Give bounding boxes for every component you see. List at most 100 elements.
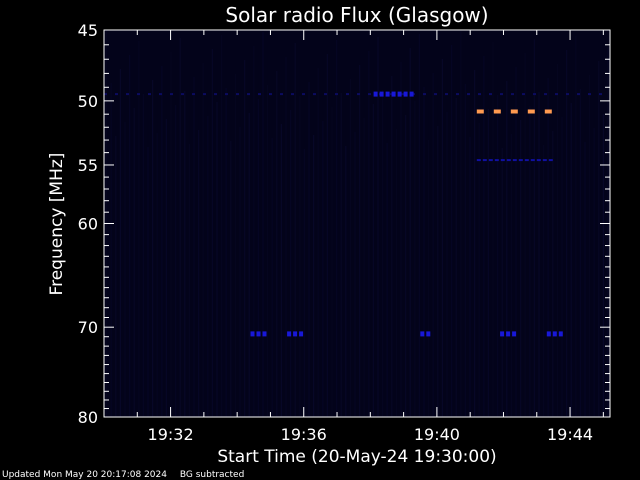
emission-block xyxy=(482,159,487,162)
background-streak xyxy=(432,73,434,417)
emission-block xyxy=(391,91,396,97)
emission-block xyxy=(511,93,514,96)
emission-block xyxy=(203,93,206,96)
emission-block xyxy=(420,331,425,337)
background-streak xyxy=(262,32,264,417)
background-streak xyxy=(326,54,328,417)
emission-block xyxy=(530,159,535,162)
emission-block xyxy=(544,109,552,114)
emission-block xyxy=(346,93,349,96)
y-axis: 45 50 55 60 70 80 xyxy=(78,21,610,427)
background-streak xyxy=(211,49,213,417)
background-streak xyxy=(575,36,577,417)
background-streak xyxy=(225,88,227,417)
emission-block xyxy=(542,159,547,162)
y-tick-label: 60 xyxy=(78,215,98,234)
background-streak xyxy=(602,114,604,417)
background-streak xyxy=(538,92,540,417)
emission-block xyxy=(434,93,437,96)
background-streak xyxy=(464,84,466,417)
emission-block xyxy=(555,93,558,96)
background-streak xyxy=(184,91,186,417)
background-streak xyxy=(359,65,361,417)
background-streak xyxy=(455,98,457,417)
background-streak xyxy=(598,61,600,417)
emission-block xyxy=(489,93,492,96)
emission-block xyxy=(159,93,162,96)
background-streak xyxy=(322,121,324,417)
emission-block xyxy=(192,93,195,96)
emission-block xyxy=(506,331,511,337)
background-streak xyxy=(423,87,425,417)
background-streak xyxy=(451,45,453,417)
x-tick-label: 19:40 xyxy=(414,425,460,444)
background-streak xyxy=(239,127,241,417)
background-streak xyxy=(207,116,209,417)
background-streak xyxy=(607,47,609,417)
emission-block xyxy=(476,159,481,162)
background-streak xyxy=(110,83,112,417)
background-streak xyxy=(543,145,545,417)
background-streak xyxy=(552,131,554,417)
x-axis: 19:32 19:36 19:40 19:44 xyxy=(103,30,604,444)
background-streak xyxy=(428,140,430,417)
emission-block xyxy=(181,93,184,96)
background-streak xyxy=(414,101,416,417)
emission-block xyxy=(291,93,294,96)
emission-block xyxy=(324,93,327,96)
background-streak xyxy=(501,148,503,417)
background-streak xyxy=(510,134,512,417)
emission-block xyxy=(478,93,481,96)
emission-block xyxy=(518,159,523,162)
emission-block xyxy=(533,93,536,96)
background-streak xyxy=(566,50,568,417)
emission-block xyxy=(476,109,484,114)
background-streak xyxy=(230,141,232,417)
background-streak xyxy=(340,93,342,417)
emission-bands xyxy=(104,91,602,337)
emission-block xyxy=(527,109,535,114)
x-tick-label: 19:32 xyxy=(148,425,194,444)
background-streak xyxy=(267,85,269,417)
background-streak xyxy=(478,123,480,417)
background-streak xyxy=(584,142,586,417)
background-streak xyxy=(386,143,388,417)
background-streak xyxy=(349,79,351,417)
emission-block xyxy=(247,93,250,96)
emission-block xyxy=(548,159,553,162)
emission-block xyxy=(335,93,338,96)
emission-block xyxy=(522,93,525,96)
background-streak xyxy=(248,113,250,417)
emission-block xyxy=(500,159,505,162)
emission-block xyxy=(566,93,569,96)
emission-block xyxy=(293,331,298,337)
background-streak xyxy=(124,122,126,417)
emission-block xyxy=(401,93,404,96)
background-streak xyxy=(276,71,278,417)
emission-block xyxy=(287,331,292,337)
emission-block xyxy=(524,159,529,162)
background-streak xyxy=(170,52,172,417)
emission-block xyxy=(225,93,228,96)
emission-block xyxy=(512,331,517,337)
footer-note: BG subtracted xyxy=(179,470,245,480)
y-tick-label: 55 xyxy=(78,156,98,175)
emission-block xyxy=(488,159,493,162)
y-tick-label: 50 xyxy=(78,92,98,111)
emission-block xyxy=(262,331,267,337)
y-axis-label: Frequency [MHz] xyxy=(47,153,67,296)
background-streak xyxy=(193,77,195,417)
background-streak xyxy=(589,75,591,417)
background-streak xyxy=(579,89,581,417)
background-streak xyxy=(331,107,333,417)
background-streak xyxy=(570,103,572,417)
background-streak xyxy=(152,80,154,417)
background-streak xyxy=(142,94,144,417)
background-streak xyxy=(317,68,319,417)
background-streak xyxy=(271,138,273,417)
emission-block xyxy=(536,159,541,162)
background-streak xyxy=(446,112,448,417)
background-streak xyxy=(492,42,494,417)
